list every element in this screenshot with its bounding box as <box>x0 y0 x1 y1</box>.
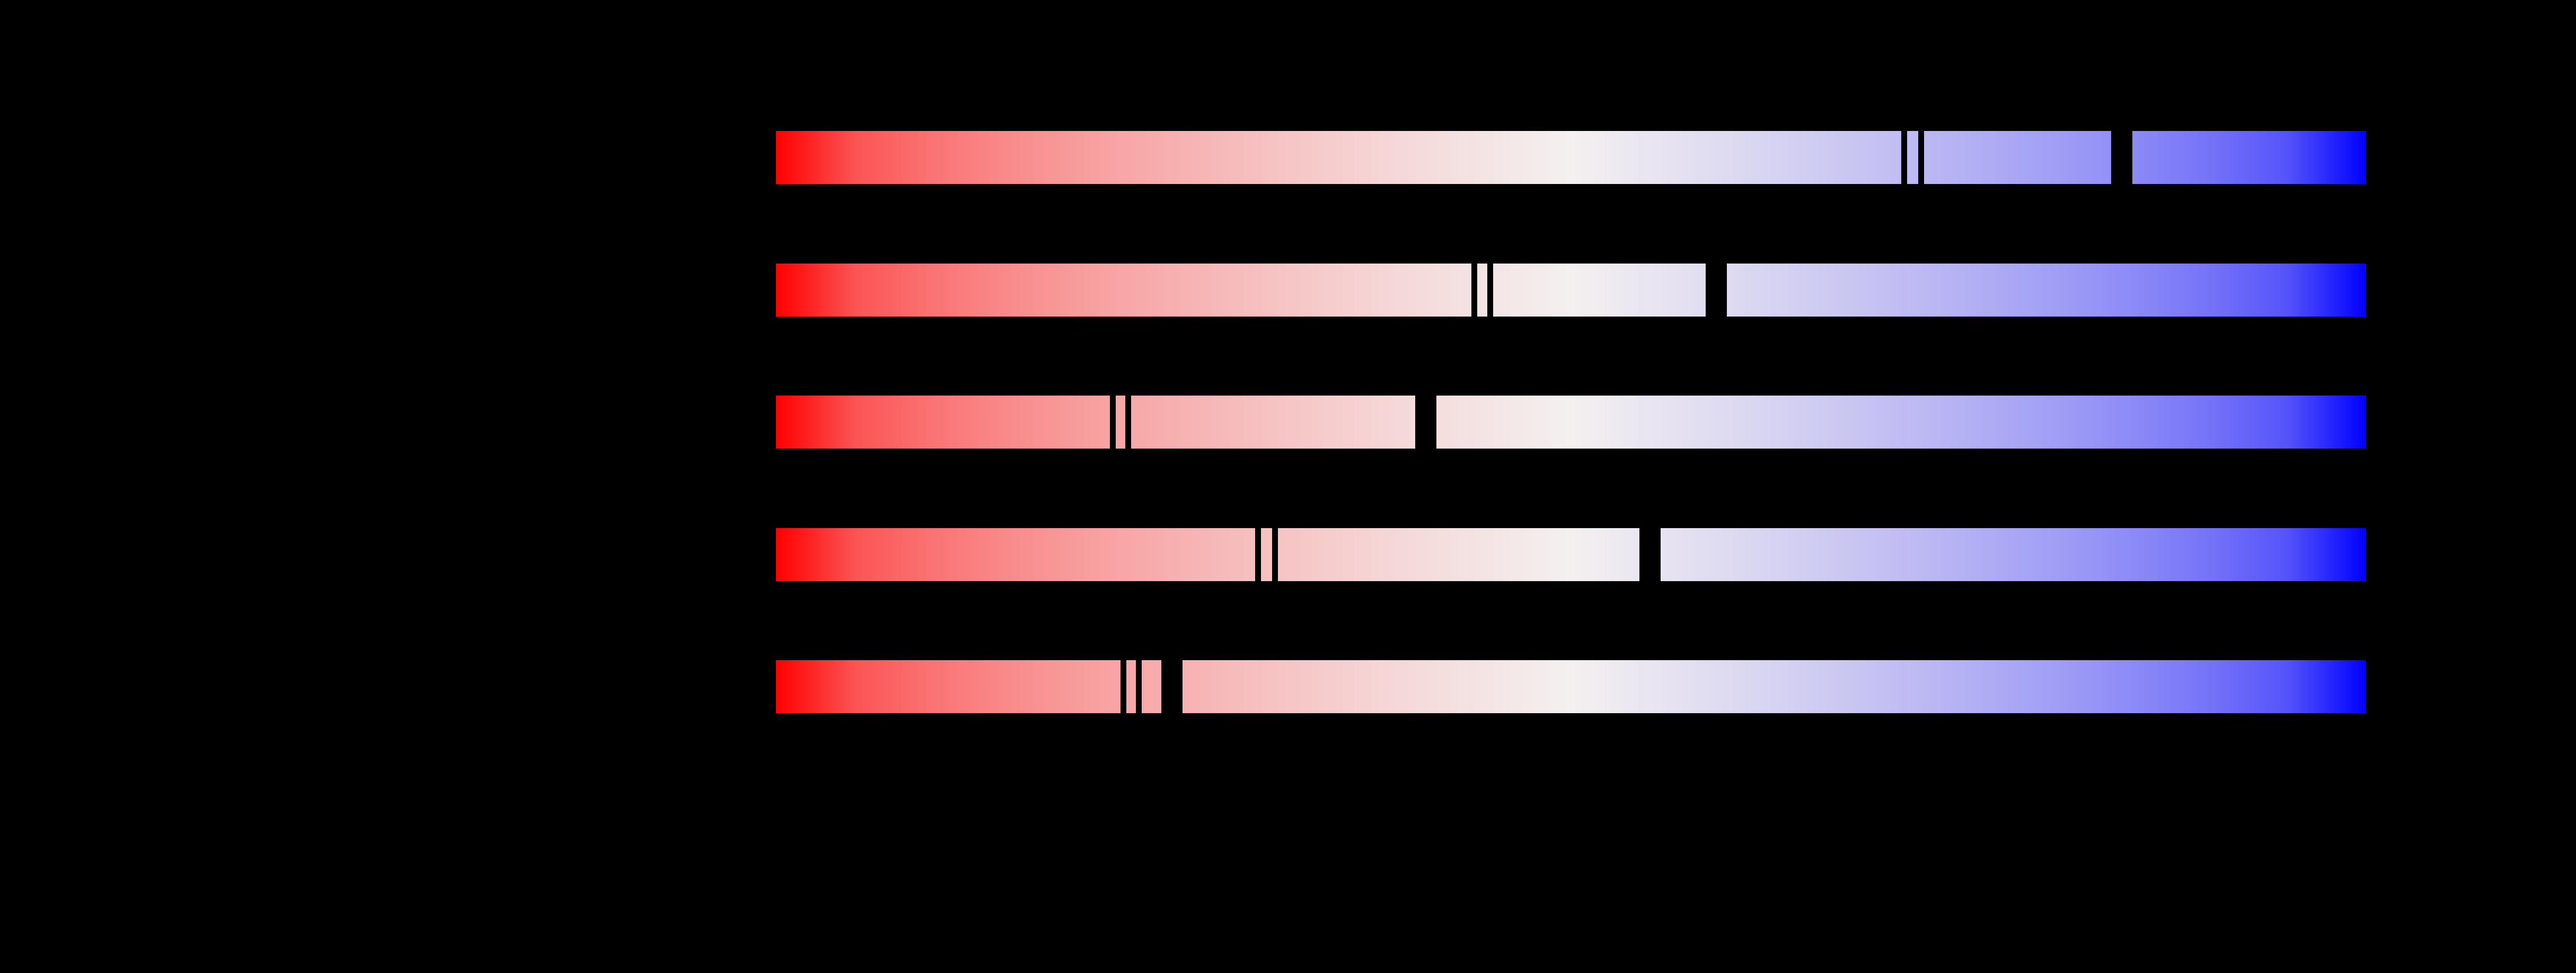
gradient-bar-5 <box>776 660 2366 713</box>
thin-tick-marker <box>1487 264 1493 317</box>
gradient-bar-1 <box>776 131 2366 184</box>
gradient-bar-4 <box>776 528 2366 581</box>
thin-tick-marker <box>1918 131 1924 184</box>
thick-tick-marker <box>1706 264 1727 317</box>
thick-tick-marker <box>1161 660 1183 713</box>
thin-tick-marker <box>1110 396 1116 449</box>
thick-tick-marker <box>2111 131 2132 184</box>
gradient-bar-3 <box>776 396 2366 449</box>
gradient-bar-2 <box>776 264 2366 317</box>
thin-tick-marker <box>1136 660 1142 713</box>
thin-tick-marker <box>1272 528 1278 581</box>
thick-tick-marker <box>1639 528 1661 581</box>
thin-tick-marker <box>1121 660 1126 713</box>
thin-tick-marker <box>1255 528 1261 581</box>
thin-tick-marker <box>1901 131 1907 184</box>
thin-tick-marker <box>1125 396 1131 449</box>
thin-tick-marker <box>1471 264 1477 317</box>
thick-tick-marker <box>1415 396 1436 449</box>
